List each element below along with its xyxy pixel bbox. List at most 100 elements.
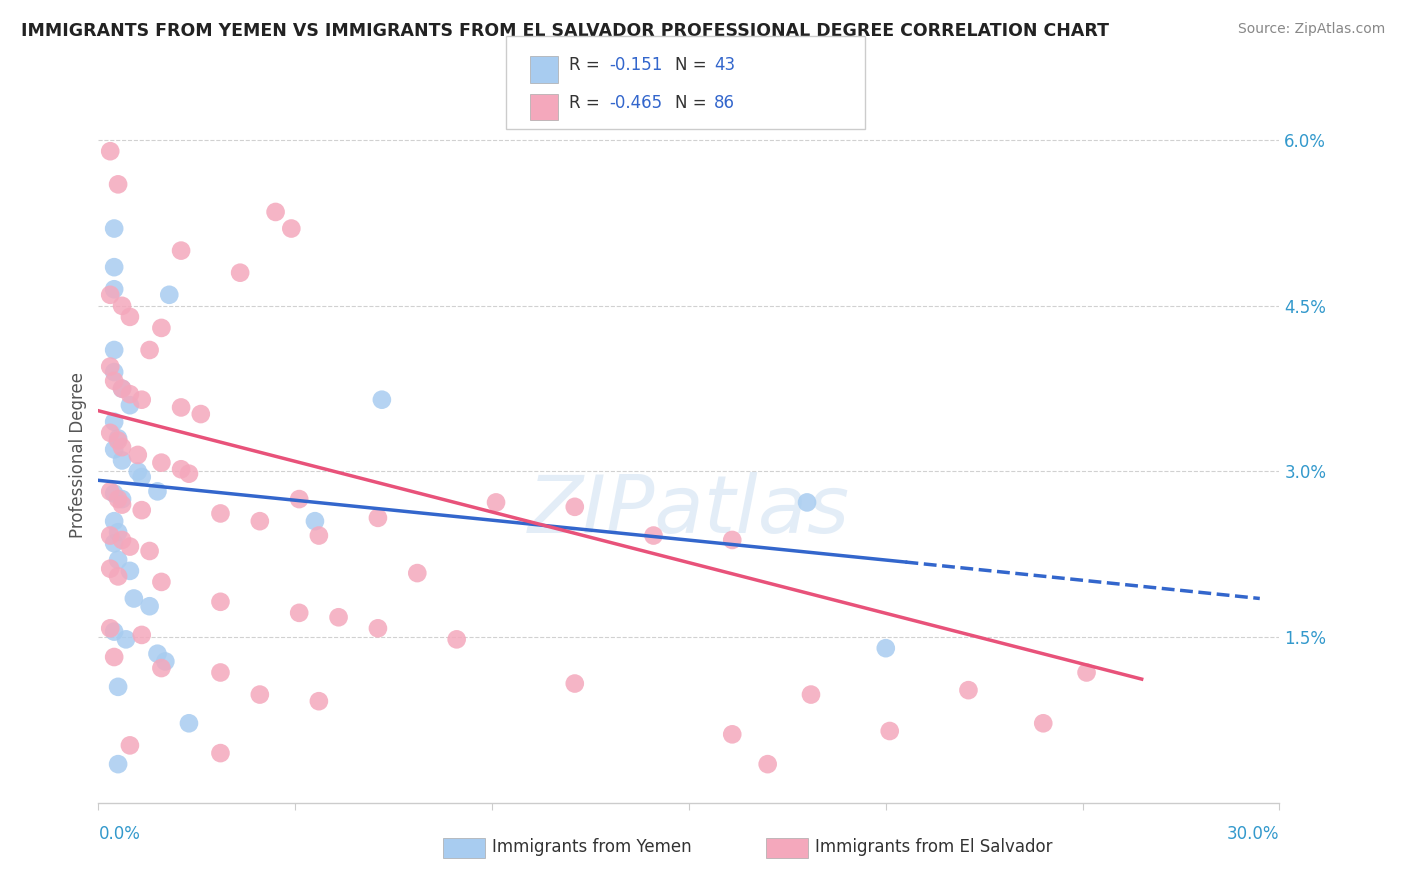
Point — [879, 724, 901, 739]
Point — [103, 624, 125, 639]
Text: N =: N = — [675, 56, 711, 74]
Point — [98, 621, 121, 635]
Point — [103, 536, 125, 550]
Point — [111, 453, 134, 467]
Point — [103, 343, 125, 357]
Point — [111, 299, 134, 313]
Point — [229, 266, 252, 280]
Text: 86: 86 — [714, 94, 735, 112]
Point — [249, 688, 271, 702]
Point — [107, 492, 129, 507]
Point — [98, 287, 121, 301]
Text: Immigrants from El Salvador: Immigrants from El Salvador — [815, 838, 1053, 856]
Text: 30.0%: 30.0% — [1227, 825, 1279, 843]
Point — [98, 425, 121, 440]
Point — [406, 566, 429, 580]
Point — [209, 507, 232, 521]
Point — [118, 387, 141, 401]
Point — [177, 467, 200, 481]
Point — [446, 632, 468, 647]
Point — [111, 492, 134, 507]
Text: N =: N = — [675, 94, 711, 112]
Point — [103, 442, 125, 457]
Point — [131, 503, 153, 517]
Point — [103, 415, 125, 429]
Point — [103, 221, 125, 235]
Point — [111, 382, 134, 396]
Point — [98, 145, 121, 159]
Point — [138, 343, 160, 357]
Point — [150, 321, 173, 335]
Point — [118, 398, 141, 412]
Point — [485, 495, 508, 509]
Point — [103, 650, 125, 665]
Point — [111, 440, 134, 454]
Text: ZIPatlas: ZIPatlas — [527, 472, 851, 549]
Point — [98, 528, 121, 542]
Point — [304, 514, 326, 528]
Point — [1032, 716, 1054, 731]
Point — [107, 569, 129, 583]
Point — [371, 392, 394, 407]
Point — [107, 434, 129, 448]
Point — [367, 511, 389, 525]
Point — [150, 574, 173, 589]
Point — [107, 525, 129, 540]
Text: 0.0%: 0.0% — [98, 825, 141, 843]
Point — [170, 244, 193, 258]
Point — [118, 739, 141, 753]
Point — [118, 310, 141, 324]
Text: IMMIGRANTS FROM YEMEN VS IMMIGRANTS FROM EL SALVADOR PROFESSIONAL DEGREE CORRELA: IMMIGRANTS FROM YEMEN VS IMMIGRANTS FROM… — [21, 22, 1109, 40]
Point — [170, 401, 193, 415]
Point — [756, 757, 779, 772]
Text: Source: ZipAtlas.com: Source: ZipAtlas.com — [1237, 22, 1385, 37]
Point — [103, 365, 125, 379]
Point — [308, 694, 330, 708]
Point — [209, 746, 232, 760]
Point — [118, 564, 141, 578]
Point — [875, 641, 897, 656]
Point — [107, 680, 129, 694]
Text: -0.465: -0.465 — [609, 94, 662, 112]
Point — [249, 514, 271, 528]
Point — [103, 374, 125, 388]
Point — [150, 661, 173, 675]
Point — [107, 553, 129, 567]
Point — [796, 495, 818, 509]
Point — [131, 392, 153, 407]
Y-axis label: Professional Degree: Professional Degree — [69, 372, 87, 538]
Point — [800, 688, 823, 702]
Point — [170, 462, 193, 476]
Text: Immigrants from Yemen: Immigrants from Yemen — [492, 838, 692, 856]
Point — [115, 632, 138, 647]
Point — [264, 205, 287, 219]
Point — [98, 484, 121, 499]
Point — [721, 727, 744, 741]
Text: -0.151: -0.151 — [609, 56, 662, 74]
Point — [209, 665, 232, 680]
Point — [138, 544, 160, 558]
Point — [131, 628, 153, 642]
Point — [98, 359, 121, 374]
Point — [127, 465, 149, 479]
Point — [107, 178, 129, 192]
Point — [103, 486, 125, 500]
Point — [155, 655, 177, 669]
Point — [280, 221, 302, 235]
Point — [131, 470, 153, 484]
Point — [103, 514, 125, 528]
Point — [288, 492, 311, 507]
Point — [103, 282, 125, 296]
Point — [111, 382, 134, 396]
Point — [157, 287, 180, 301]
Point — [111, 533, 134, 547]
Point — [209, 595, 232, 609]
Point — [138, 599, 160, 614]
Point — [721, 533, 744, 547]
Point — [367, 621, 389, 635]
Point — [643, 528, 665, 542]
Point — [177, 716, 200, 731]
Point — [957, 683, 980, 698]
Point — [146, 647, 169, 661]
Point — [107, 757, 129, 772]
